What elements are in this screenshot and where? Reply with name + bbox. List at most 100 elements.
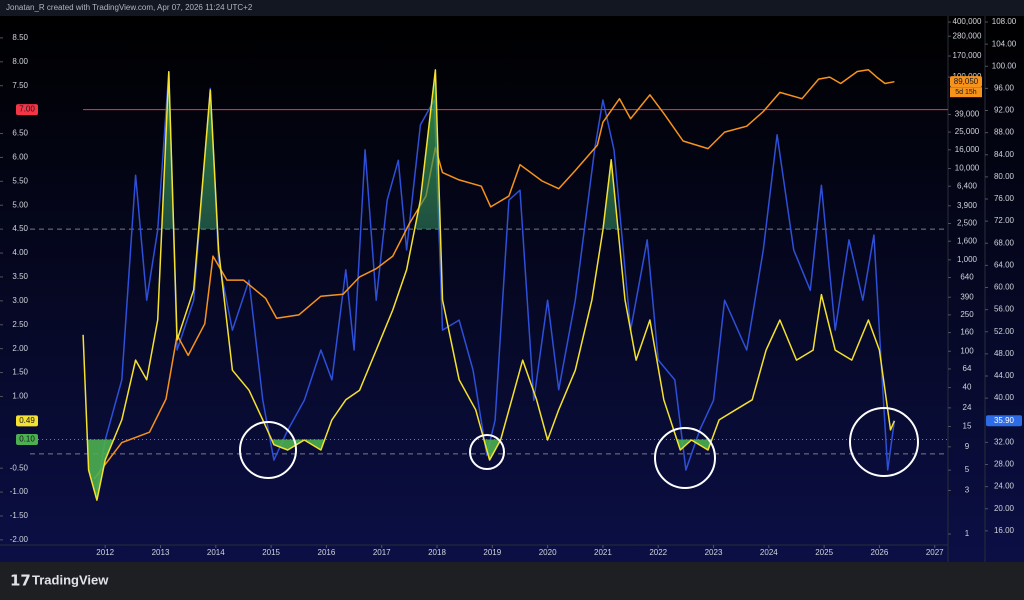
footer-logo-icon: 17 <box>10 572 31 590</box>
countdown-badge <box>950 87 982 98</box>
y-tick-label: 84.00 <box>994 150 1015 159</box>
y-tick-label: 48.00 <box>994 349 1015 358</box>
price-badge <box>16 415 38 427</box>
y-tick-label: 8.00 <box>12 57 28 66</box>
y-tick-label: 3.00 <box>12 296 28 305</box>
y-tick-label: 44.00 <box>994 371 1015 380</box>
y-tick-label: 16.00 <box>994 526 1015 535</box>
x-tick-label: 2024 <box>760 548 778 557</box>
y-tick-label: 52.00 <box>994 327 1015 336</box>
price-badge-label: 7.00 <box>19 105 35 114</box>
series-line <box>82 69 896 501</box>
y-tick-label: 6.50 <box>12 129 28 138</box>
y-tick-label: 16,000 <box>955 145 980 154</box>
area-fill-high <box>83 69 895 230</box>
x-tick-label: 2022 <box>649 548 667 557</box>
y-tick-label: -0.50 <box>10 463 29 472</box>
y-tick-label: 8.50 <box>12 33 28 42</box>
y-tick-label: 60.00 <box>994 283 1015 292</box>
y-tick-label: 1.00 <box>12 392 28 401</box>
y-tick-label: 24 <box>963 403 972 412</box>
y-tick-label: 640 <box>960 273 974 282</box>
highlight-circle <box>239 421 297 479</box>
y-tick-label: 88.00 <box>994 128 1015 137</box>
y-tick-label: 170,000 <box>953 51 982 60</box>
y-tick-label: 1 <box>965 529 970 538</box>
x-tick-label: 2015 <box>262 548 280 557</box>
y-tick-label: 3 <box>965 486 970 495</box>
series-line <box>96 71 896 491</box>
y-tick-label: 24.00 <box>994 482 1015 491</box>
price-badge-label: 35.90 <box>994 416 1015 425</box>
highlight-circle <box>654 427 716 489</box>
header-bar <box>0 0 1024 16</box>
y-tick-label: 76.00 <box>994 194 1015 203</box>
y-tick-label: 4.00 <box>12 248 28 257</box>
series-line <box>93 69 895 480</box>
y-tick-label: 96.00 <box>994 83 1015 92</box>
y-tick-label: 6.00 <box>12 153 28 162</box>
countdown-label: 5d 15h <box>955 89 977 96</box>
price-badge <box>986 415 1022 427</box>
y-tick-label: 3,900 <box>957 201 978 210</box>
y-tick-label: 40 <box>963 383 972 392</box>
price-badge-label: 0.10 <box>19 435 35 444</box>
x-tick-label: 2021 <box>594 548 612 557</box>
price-badge <box>16 104 38 116</box>
y-tick-label: 1,600 <box>957 236 978 245</box>
y-tick-label: 100 <box>960 346 974 355</box>
area-fill-low <box>83 439 895 501</box>
y-tick-label: 250 <box>960 310 974 319</box>
y-tick-label: 25,000 <box>955 127 980 136</box>
y-tick-label: 400,000 <box>953 17 982 26</box>
x-tick-label: 2027 <box>926 548 944 557</box>
y-tick-label: 9 <box>965 442 970 451</box>
x-tick-label: 2016 <box>318 548 336 557</box>
y-tick-label: 6,400 <box>957 181 978 190</box>
x-tick-label: 2026 <box>871 548 889 557</box>
y-tick-label: 72.00 <box>994 216 1015 225</box>
y-tick-label: 20.00 <box>994 504 1015 513</box>
price-badge-label: 0.49 <box>19 416 35 425</box>
y-tick-label: 64 <box>963 364 972 373</box>
y-tick-label: 92.00 <box>994 106 1015 115</box>
x-tick-label: 2017 <box>373 548 391 557</box>
x-tick-label: 2025 <box>815 548 833 557</box>
y-tick-label: 64.00 <box>994 260 1015 269</box>
y-tick-label: 4.50 <box>12 224 28 233</box>
y-tick-label: 100.00 <box>992 61 1017 70</box>
y-tick-label: 1,000 <box>957 255 978 264</box>
header-text: Jonatan_R created with TradingView.com, … <box>6 3 253 12</box>
x-tick-label: 2023 <box>705 548 723 557</box>
plot <box>30 69 948 501</box>
y-tick-label: 280,000 <box>953 31 982 40</box>
y-tick-label: 80.00 <box>994 172 1015 181</box>
y-tick-label: 5 <box>965 465 970 474</box>
y-tick-label: 1.50 <box>12 368 28 377</box>
footer-bar <box>0 562 1024 600</box>
y-tick-label: 104.00 <box>992 39 1017 48</box>
x-tick-label: 2014 <box>207 548 225 557</box>
brand: TradingView <box>32 572 109 587</box>
price-badge <box>950 76 982 88</box>
y-tick-label: 39,000 <box>955 110 980 119</box>
y-tick-label: 5.00 <box>12 200 28 209</box>
y-tick-label: -1.50 <box>10 511 29 520</box>
y-tick-label: 32.00 <box>994 437 1015 446</box>
y-tick-label: -1.00 <box>10 487 29 496</box>
y-tick-label: 28.00 <box>994 460 1015 469</box>
y-tick-label: 7.50 <box>12 81 28 90</box>
y-tick-label: 56.00 <box>994 305 1015 314</box>
plot-background <box>0 16 1024 562</box>
price-badge <box>16 433 38 445</box>
y-tick-label: 2.50 <box>12 320 28 329</box>
y-tick-label: 160 <box>960 328 974 337</box>
y-tick-label: 3.50 <box>12 272 28 281</box>
x-tick-label: 2020 <box>539 548 557 557</box>
y-tick-label: 40.00 <box>994 393 1015 402</box>
y-tick-label: 2.00 <box>12 344 28 353</box>
y-tick-label: 5.50 <box>12 176 28 185</box>
price-badge-label: 89,050 <box>954 77 979 86</box>
